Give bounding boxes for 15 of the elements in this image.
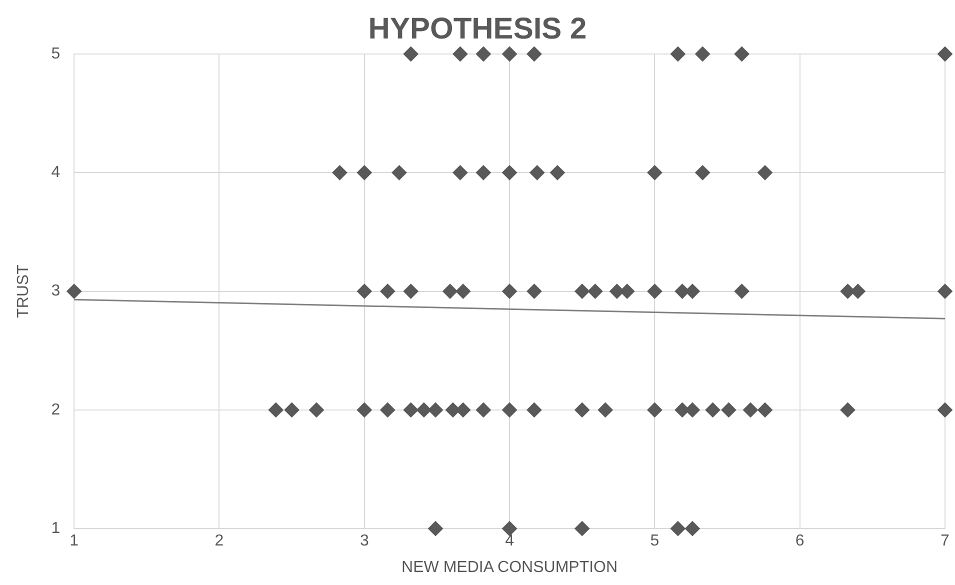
x-axis-title: NEW MEDIA CONSUMPTION xyxy=(402,558,618,576)
x-tick-label: 4 xyxy=(505,532,514,550)
x-tick-label: 1 xyxy=(70,532,79,550)
x-tick-label: 2 xyxy=(214,532,224,550)
chart-title: HYPOTHESIS 2 xyxy=(368,12,587,46)
x-tick-label: 6 xyxy=(795,532,804,550)
y-tick-label: 4 xyxy=(51,164,60,182)
y-tick-label: 1 xyxy=(51,520,60,538)
y-tick-label: 2 xyxy=(51,401,60,418)
y-tick-label: 3 xyxy=(51,282,60,300)
y-axis-title: TRUST xyxy=(15,264,32,318)
x-tick-label: 5 xyxy=(650,532,660,550)
y-tick-label: 5 xyxy=(51,45,60,62)
x-tick-label: 7 xyxy=(940,532,950,550)
x-tick-label: 3 xyxy=(360,532,369,550)
